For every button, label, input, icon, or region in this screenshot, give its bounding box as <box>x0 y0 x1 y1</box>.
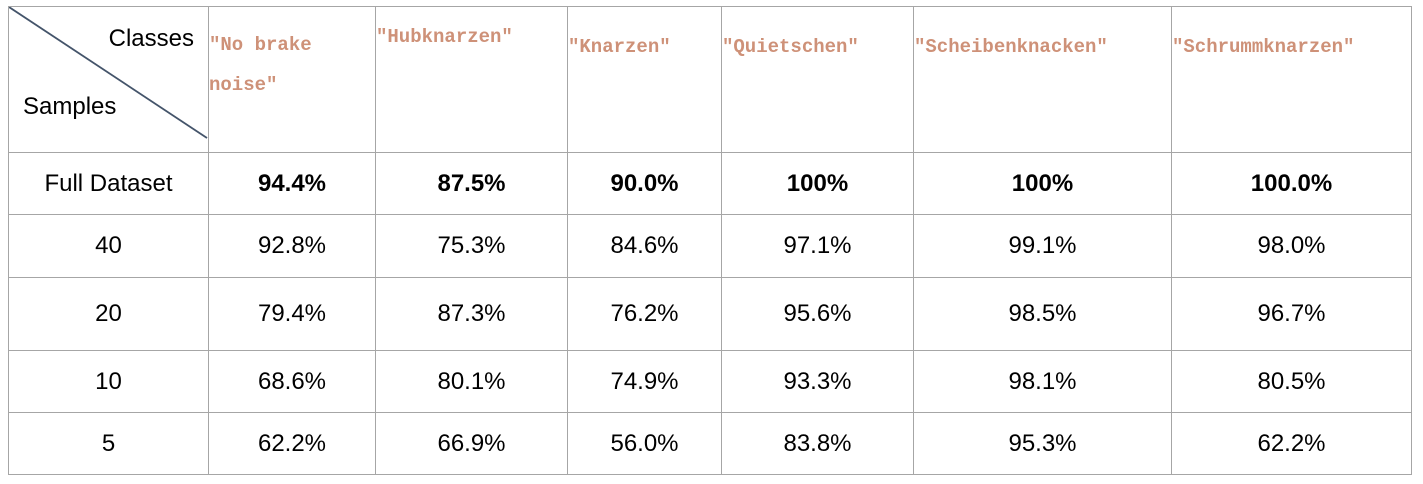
table-cell: 99.1% <box>913 214 1172 278</box>
header-row: Classes Samples "No brake noise" "Hubkna… <box>8 6 1412 153</box>
corner-header-cell: Classes Samples <box>8 6 209 153</box>
table-cell: 98.0% <box>1171 214 1412 278</box>
column-header-line: noise" <box>209 74 278 96</box>
column-header-hubknarzen: "Hubknarzen" <box>375 6 568 153</box>
table-cell: 98.5% <box>913 277 1172 351</box>
table-cell: 94.4% <box>208 152 376 215</box>
column-header-scheibenknacken: "Scheibenknacken" <box>913 6 1172 153</box>
column-header-schrummknarzen: "Schrummknarzen" <box>1171 6 1412 153</box>
table-cell: 79.4% <box>208 277 376 351</box>
classes-label: Classes <box>108 25 194 52</box>
table-cell: 80.5% <box>1171 350 1412 413</box>
table-cell: 66.9% <box>375 412 568 475</box>
row-label: 20 <box>8 277 209 351</box>
table-cell: 87.5% <box>375 152 568 215</box>
column-header-line: "Quietschen" <box>722 36 859 58</box>
table-cell: 76.2% <box>567 277 722 351</box>
column-header-line: "Hubknarzen" <box>376 26 513 48</box>
diagonal-divider <box>9 7 208 139</box>
samples-label: Samples <box>23 93 117 120</box>
table-cell: 100.0% <box>1171 152 1412 215</box>
row-label: Full Dataset <box>8 152 209 215</box>
table-cell: 80.1% <box>375 350 568 413</box>
table-cell: 83.8% <box>721 412 914 475</box>
table-cell: 96.7% <box>1171 277 1412 351</box>
table-cell: 68.6% <box>208 350 376 413</box>
table-row-full-dataset: Full Dataset 94.4% 87.5% 90.0% 100% 100%… <box>8 152 1412 215</box>
results-table: Classes Samples "No brake noise" "Hubkna… <box>8 6 1412 475</box>
row-label: 40 <box>8 214 209 278</box>
table-row-20: 20 79.4% 87.3% 76.2% 95.6% 98.5% 96.7% <box>8 277 1412 351</box>
table-cell: 98.1% <box>913 350 1172 413</box>
column-header-line: "Scheibenknacken" <box>914 36 1108 58</box>
table-cell: 100% <box>721 152 914 215</box>
table-cell: 87.3% <box>375 277 568 351</box>
table-cell: 84.6% <box>567 214 722 278</box>
table-cell: 74.9% <box>567 350 722 413</box>
row-label: 5 <box>8 412 209 475</box>
table-cell: 62.2% <box>1171 412 1412 475</box>
column-header-quietschen: "Quietschen" <box>721 6 914 153</box>
column-header-no-brake-noise: "No brake noise" <box>208 6 376 153</box>
table-row-5: 5 62.2% 66.9% 56.0% 83.8% 95.3% 62.2% <box>8 412 1412 475</box>
table-cell: 95.3% <box>913 412 1172 475</box>
column-header-line: "No brake <box>209 34 312 56</box>
table-cell: 93.3% <box>721 350 914 413</box>
table-cell: 75.3% <box>375 214 568 278</box>
column-header-knarzen: "Knarzen" <box>567 6 722 153</box>
table-cell: 100% <box>913 152 1172 215</box>
table-cell: 95.6% <box>721 277 914 351</box>
table-cell: 56.0% <box>567 412 722 475</box>
table-row-40: 40 92.8% 75.3% 84.6% 97.1% 99.1% 98.0% <box>8 214 1412 278</box>
row-label: 10 <box>8 350 209 413</box>
column-header-line: "Knarzen" <box>568 36 671 58</box>
table-row-10: 10 68.6% 80.1% 74.9% 93.3% 98.1% 80.5% <box>8 350 1412 413</box>
column-header-line: "Schrummknarzen" <box>1172 36 1355 58</box>
table-cell: 92.8% <box>208 214 376 278</box>
table-cell: 90.0% <box>567 152 722 215</box>
table-cell: 97.1% <box>721 214 914 278</box>
table-cell: 62.2% <box>208 412 376 475</box>
